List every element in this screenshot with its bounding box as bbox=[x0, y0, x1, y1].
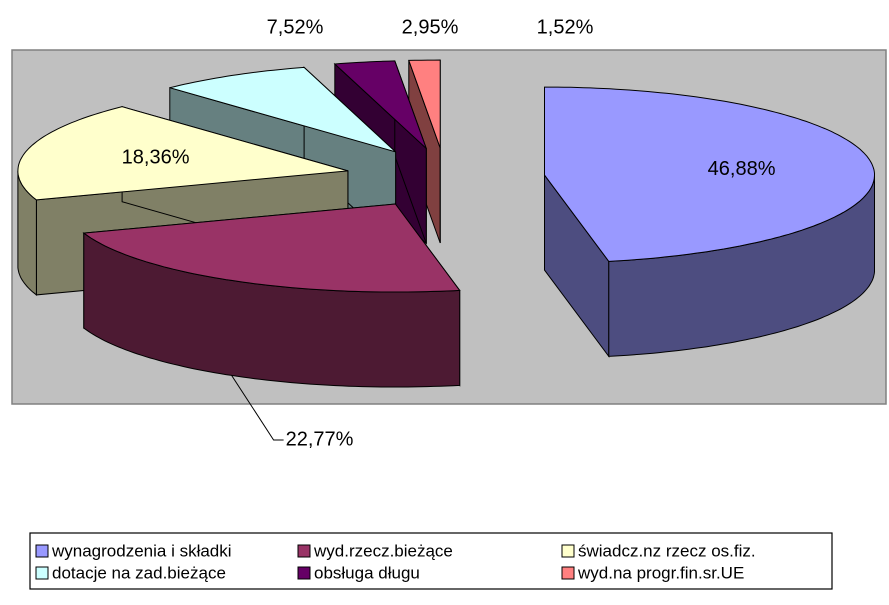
slice bbox=[17, 106, 349, 201]
legend-swatch bbox=[297, 544, 311, 558]
data-label: 18,36% bbox=[122, 147, 190, 169]
legend-swatch bbox=[35, 544, 49, 558]
legend-swatch bbox=[561, 544, 575, 558]
data-label: 7,52% bbox=[267, 16, 324, 38]
data-label: 46,88% bbox=[708, 158, 776, 180]
legend-items: wynagrodzenia i składki wyd.rzecz.bieżące… bbox=[35, 541, 756, 582]
data-labels: 46,88% 22,77% 18,36% 7,52% 2,95% 1,52% bbox=[122, 16, 776, 450]
pie bbox=[17, 59, 875, 388]
data-label: 22,77% bbox=[286, 428, 354, 450]
legend-swatch bbox=[297, 566, 311, 580]
legend-swatch bbox=[35, 566, 49, 580]
slice bbox=[544, 86, 875, 262]
legend-label: wyd.rzecz.bieżące bbox=[313, 541, 453, 560]
data-label: 2,95% bbox=[402, 16, 459, 38]
leader-line bbox=[231, 375, 284, 441]
slice bbox=[82, 203, 461, 293]
legend-label: dotacje na zad.bieżące bbox=[52, 563, 226, 582]
legend-label: wyd.na progr.fin.sr.UE bbox=[577, 563, 744, 582]
legend bbox=[29, 532, 833, 590]
slice bbox=[408, 59, 441, 149]
data-label: 1,52% bbox=[537, 16, 594, 38]
slice bbox=[169, 66, 396, 153]
legend-label: obsługa długu bbox=[314, 563, 420, 582]
legend-label: świadcz.nz rzecz os.fiz. bbox=[578, 541, 756, 560]
legend-swatch bbox=[561, 566, 575, 580]
slice bbox=[333, 60, 427, 149]
legend-label: wynagrodzenia i składki bbox=[51, 541, 232, 560]
